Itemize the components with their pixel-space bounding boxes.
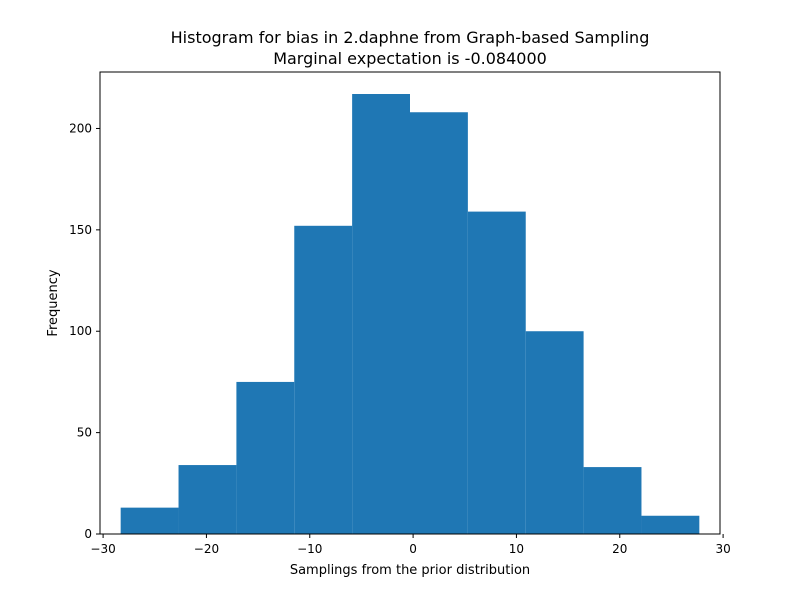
x-axis-ticks: −30 −20 −10 0 10 20 30 (90, 534, 731, 556)
bars-layer (120, 94, 700, 535)
x-tick-label: 0 (409, 542, 417, 556)
chart-subtitle: Marginal expectation is -0.084000 (273, 49, 547, 68)
histogram-bar (236, 381, 295, 534)
histogram-bar (352, 94, 410, 534)
y-tick-label: 100 (69, 324, 92, 338)
x-tick-label: −10 (297, 542, 322, 556)
x-axis-label: Samplings from the prior distribution (290, 563, 530, 578)
x-tick-label: −20 (194, 542, 219, 556)
x-tick-label: 30 (715, 542, 730, 556)
histogram-bar (178, 465, 237, 534)
histogram-bar (641, 515, 700, 534)
x-tick-label: 20 (612, 542, 627, 556)
y-tick-label: 200 (69, 121, 92, 135)
y-tick-label: 150 (69, 223, 92, 237)
histogram-bar (294, 225, 353, 534)
histogram-bar (410, 112, 468, 535)
y-tick-label: 0 (84, 527, 92, 541)
y-tick-label: 50 (77, 426, 92, 440)
histogram-bar (583, 467, 642, 534)
x-tick-label: −30 (90, 542, 115, 556)
x-tick-label: 10 (509, 542, 524, 556)
histogram-bar (467, 211, 526, 534)
histogram-bar (525, 331, 584, 534)
y-axis-label: Frequency (46, 269, 61, 336)
chart-title: Histogram for bias in 2.daphne from Grap… (171, 28, 650, 47)
plot-frame (99, 71, 721, 535)
y-axis-ticks: 0 50 100 150 200 (69, 121, 100, 541)
histogram-bar (120, 507, 179, 534)
